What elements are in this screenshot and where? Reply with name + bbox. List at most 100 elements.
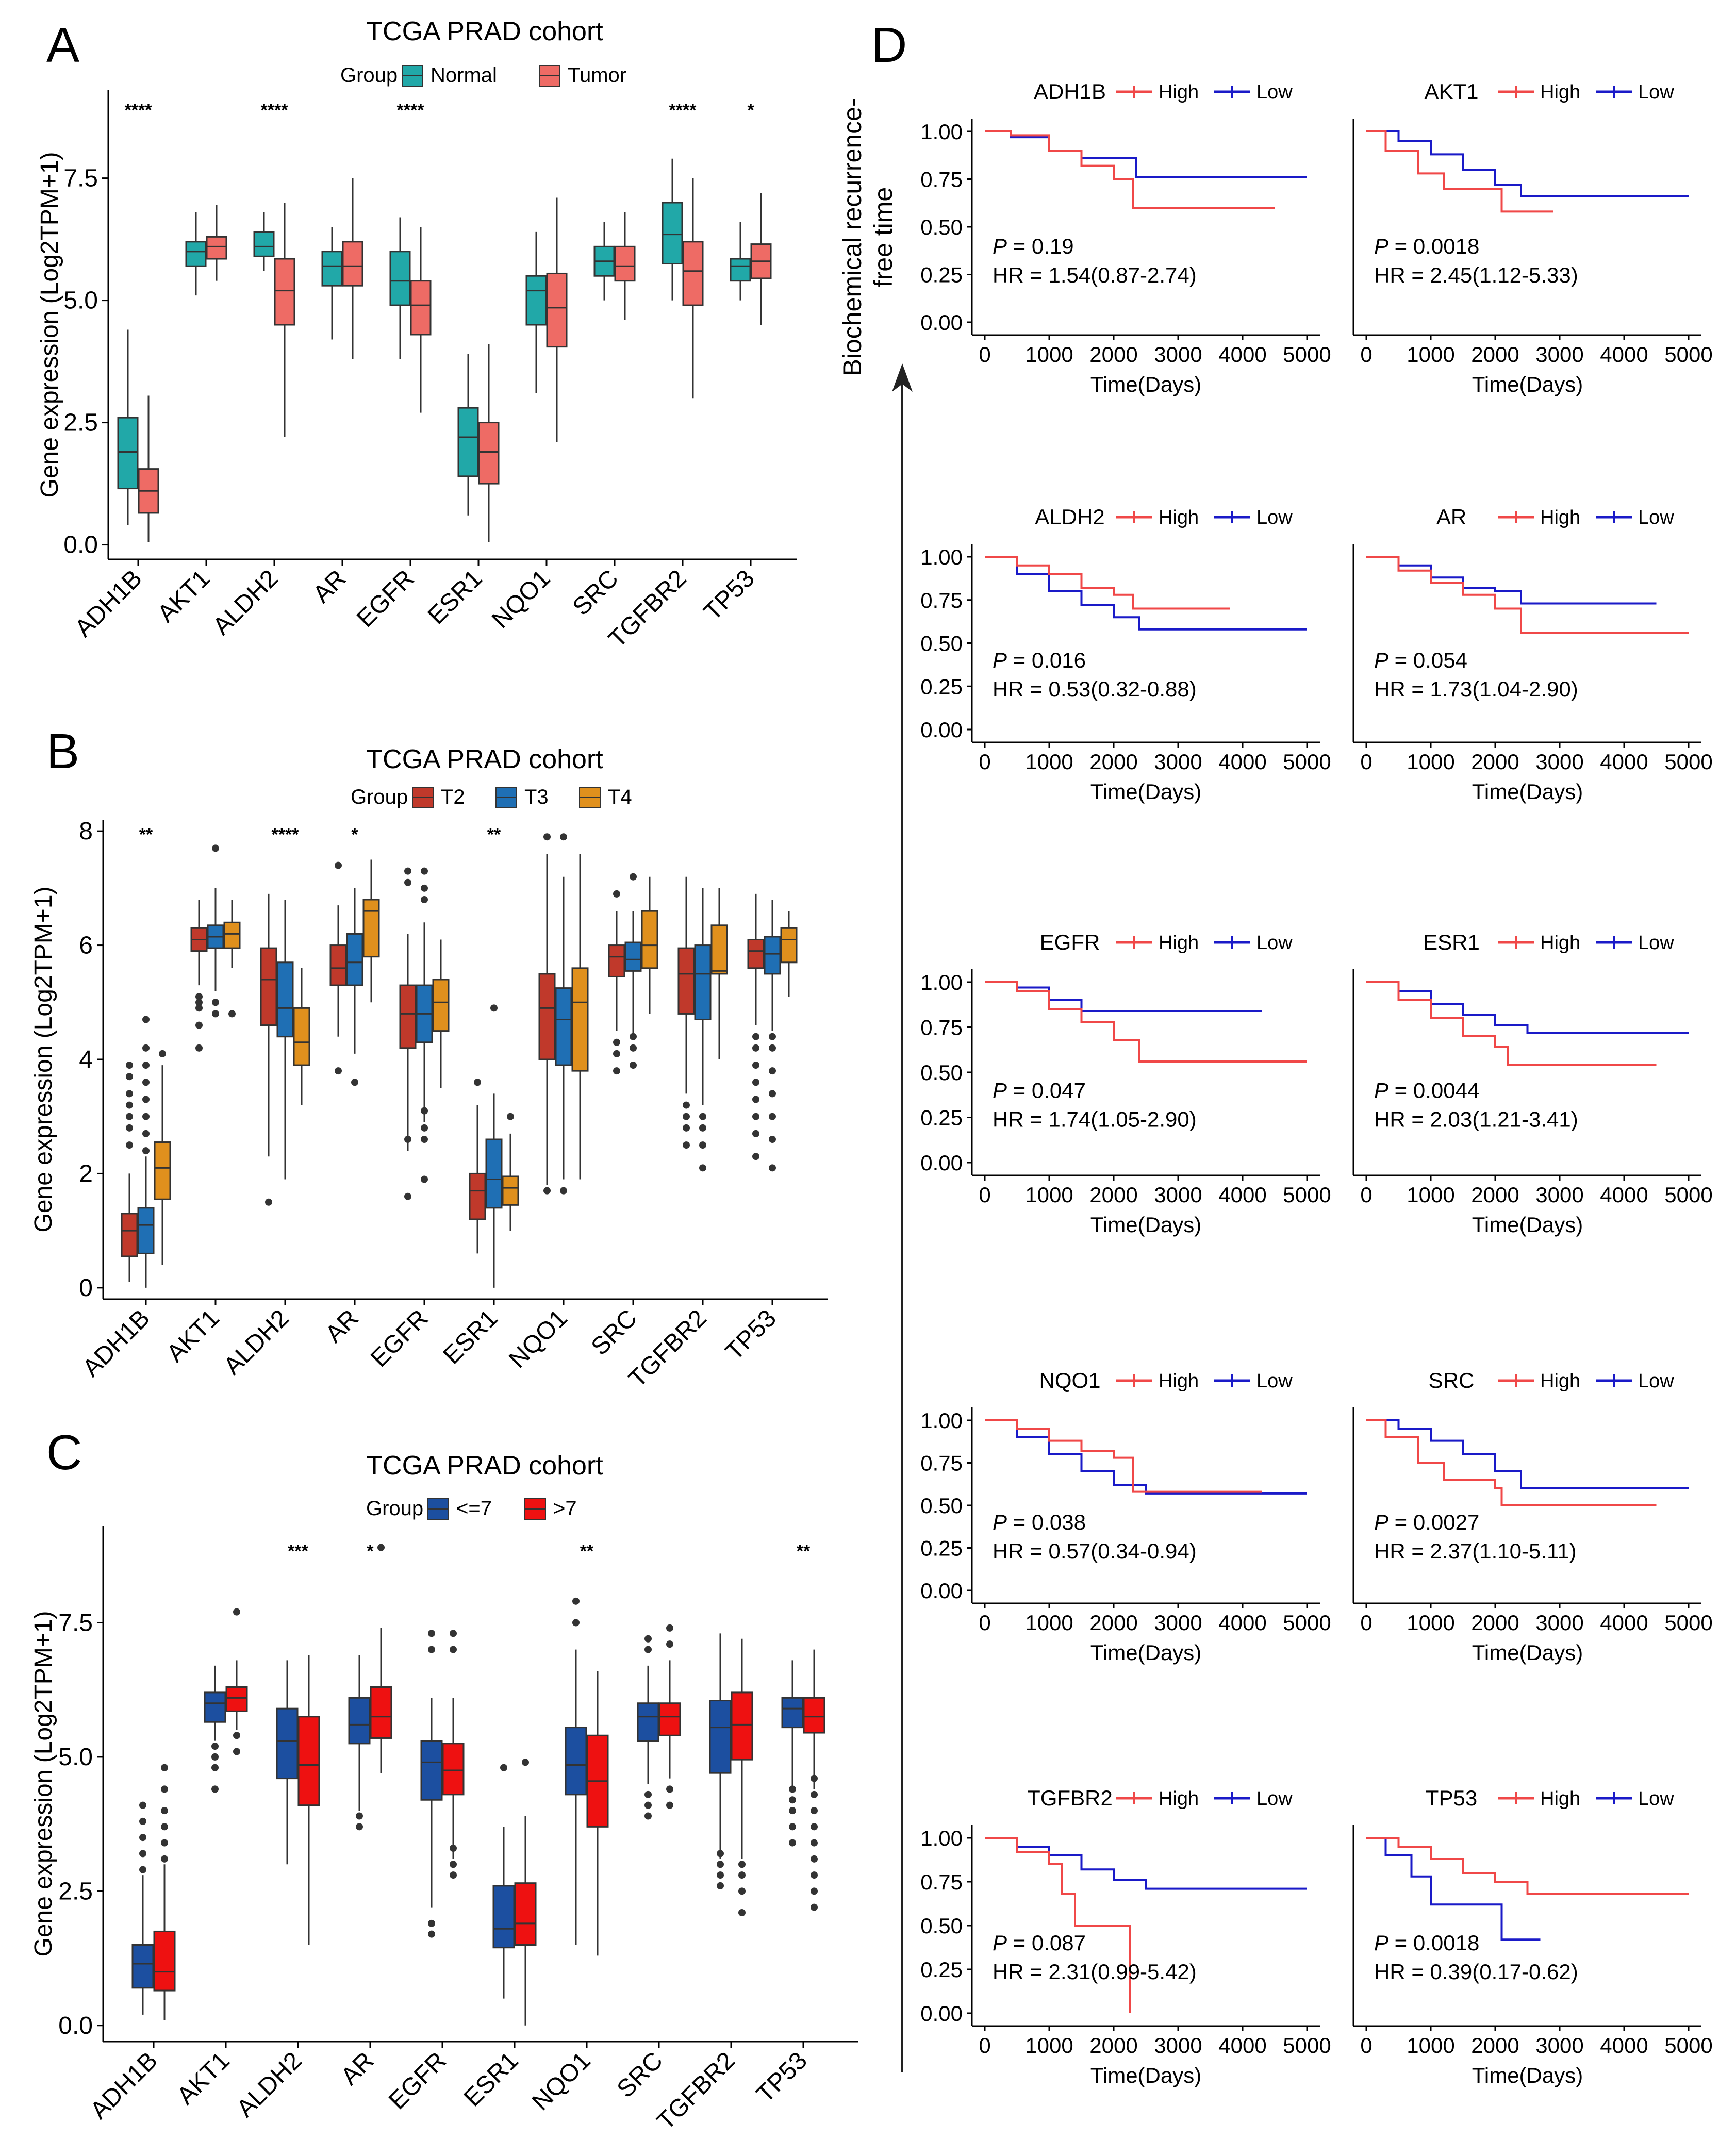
km-p-symbol: P (993, 648, 1007, 672)
box-body (206, 236, 227, 260)
km-x-tick-label: 2000 (1471, 1183, 1519, 1207)
km-plot-aldh2: 0.00 0.25 0.50 0.75 1.00 0 1000 2000 3000 4000 500… (920, 505, 1331, 804)
box-outlier (738, 1887, 746, 1895)
km-y-tick-label: 0.50 (920, 1494, 963, 1518)
x-tick-label: EGFR (366, 1304, 434, 1372)
panel-a: A TCGA PRAD cohort Group Normal Tumor 0.0 2.5 5… (36, 16, 797, 653)
legend-label: Normal (431, 64, 497, 87)
km-y-tick-label: 0.75 (920, 1451, 963, 1475)
km-x-tick-label: 1000 (1407, 750, 1454, 774)
km-y-tick-label: 0.00 (920, 310, 963, 335)
km-legend-low-label: Low (1638, 1370, 1674, 1392)
box-outlier (233, 1608, 240, 1616)
km-x-tick-label: 3000 (1535, 750, 1583, 774)
km-x-tick-label: 4000 (1600, 750, 1648, 774)
box-body (730, 258, 751, 282)
km-hr-value: HR = 2.03(1.21-3.41) (1374, 1107, 1578, 1131)
box-outlier (769, 1067, 776, 1075)
box-outlier (450, 1871, 457, 1879)
legend-label: T2 (441, 786, 465, 808)
km-x-tick-label: 3000 (1154, 1611, 1202, 1635)
box-outlier (699, 1141, 706, 1149)
box-outlier (142, 1016, 150, 1023)
km-x-tick-label: 5000 (1283, 1611, 1331, 1635)
box-body (662, 202, 683, 265)
km-x-axis-title: Time(Days) (1472, 780, 1583, 804)
km-y-tick-label: 0.25 (920, 674, 963, 699)
box-body (276, 1707, 299, 1780)
box-outlier (522, 1759, 529, 1766)
box-body (492, 1885, 515, 1949)
x-tick-label: EGFR (384, 2047, 452, 2115)
km-x-tick-label: 4000 (1600, 2033, 1648, 2058)
km-gene-title: AKT1 (1424, 79, 1478, 104)
km-legend-low-label: Low (1256, 932, 1293, 954)
box-outlier (543, 833, 551, 841)
x-tick-label: ADH1B (70, 565, 147, 642)
km-x-tick-label: 2000 (1471, 2033, 1519, 2058)
box-body (362, 899, 380, 958)
km-x-tick-label: 3000 (1154, 1183, 1202, 1207)
box-body (260, 947, 277, 1026)
chart-title: TCGA PRAD cohort (366, 1451, 603, 1481)
box-body (710, 924, 728, 975)
box-body (137, 1207, 155, 1254)
km-curve-high (985, 130, 1275, 209)
legend-label: >7 (553, 1497, 577, 1520)
x-tick-label: ALDH2 (219, 1304, 294, 1380)
box-outlier (450, 1646, 457, 1653)
box-outlier (752, 1062, 759, 1069)
box-outlier (450, 1861, 457, 1868)
km-y-tick-label: 0.50 (920, 1914, 963, 1938)
box-outlier (769, 1033, 776, 1040)
box-outlier (139, 1834, 146, 1842)
km-p-symbol: P (1374, 234, 1388, 258)
box-outlier (717, 1882, 724, 1889)
box-outlier (613, 1038, 620, 1046)
box-outlier (613, 1067, 620, 1075)
box-body (131, 1944, 154, 1989)
km-curve-low (985, 130, 1307, 178)
km-x-tick-label: 3000 (1535, 2033, 1583, 2058)
box-body (538, 973, 556, 1060)
km-p-value: P = 0.087 (993, 1931, 1086, 1955)
km-x-tick-label: 0 (979, 1183, 990, 1207)
km-legend-low-label: Low (1256, 1788, 1293, 1810)
box-outlier (811, 1871, 818, 1879)
box-outlier (738, 1909, 746, 1916)
box-outlier (769, 1044, 776, 1052)
km-x-tick-label: 5000 (1283, 2033, 1331, 2058)
box-outlier (666, 1801, 673, 1809)
box-body (370, 1686, 392, 1739)
significance-label: ** (487, 825, 501, 844)
km-x-tick-label: 3000 (1535, 1611, 1583, 1635)
x-tick-label: TP53 (699, 565, 760, 626)
box-outlier (161, 1764, 168, 1771)
panel-c: C TCGA PRAD cohort Group <=7 >7 0.0 2.5 5.0 7.5G… (30, 1425, 858, 2135)
km-x-tick-label: 4000 (1218, 750, 1266, 774)
box-outlier (211, 1764, 219, 1771)
km-x-tick-label: 4000 (1600, 342, 1648, 367)
km-x-tick-label: 5000 (1283, 342, 1331, 367)
box-outlier (211, 1743, 219, 1750)
km-x-axis-title: Time(Days) (1090, 1640, 1201, 1665)
box-outlier (228, 1010, 236, 1018)
box-outlier (769, 1090, 776, 1098)
box-outlier (142, 1096, 150, 1103)
km-p-value: P = 0.19 (993, 234, 1074, 258)
box-outlier (572, 1597, 580, 1605)
x-tick-label: SRC (568, 565, 624, 621)
x-tick-label: NQO1 (527, 2047, 596, 2116)
km-gene-title: TGFBR2 (1027, 1786, 1113, 1810)
box-outlier (789, 1796, 796, 1804)
km-curve-low (1366, 130, 1689, 197)
km-x-tick-label: 0 (1360, 1183, 1372, 1207)
box-outlier (752, 1130, 759, 1137)
box-outlier (769, 1164, 776, 1172)
km-legend-high-label: High (1540, 507, 1580, 528)
km-x-tick-label: 3000 (1154, 2033, 1202, 2058)
y-tick-label: 6 (79, 932, 93, 959)
box-outlier (644, 1635, 652, 1643)
km-legend-high-label: High (1159, 507, 1199, 528)
box-outlier (630, 1033, 637, 1040)
